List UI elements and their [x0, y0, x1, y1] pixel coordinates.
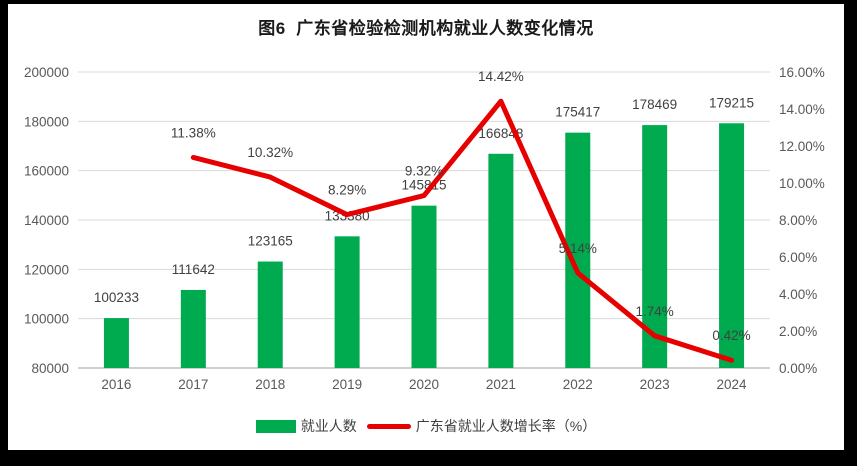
employment-bar — [488, 153, 514, 368]
right-axis-tick-label: 8.00% — [779, 213, 817, 228]
chart-panel: 80000 100000 120000 140000 160000 180000 20000… — [8, 4, 844, 450]
employment-bar — [257, 261, 283, 368]
left-axis-tick-label: 160000 — [24, 164, 69, 179]
growth-rate-point-label: 1.74% — [636, 304, 674, 319]
legend-item-employment: 就业人数 — [255, 416, 357, 436]
growth-rate-point-label: 5.14% — [559, 241, 597, 256]
growth-rate-point-label: 8.29% — [328, 183, 366, 198]
employment-bar — [334, 236, 360, 368]
bar-value-label: 123165 — [248, 234, 293, 249]
right-axis-tick-label: 2.00% — [779, 324, 817, 339]
x-axis-tick-label: 2020 — [409, 377, 439, 392]
x-axis-tick-label: 2024 — [717, 377, 748, 392]
left-axis-tick-label: 100000 — [24, 312, 69, 327]
x-axis-tick-label: 2021 — [486, 377, 516, 392]
legend-item-growth-rate: 广东省就业人数增长率（%） — [366, 416, 597, 436]
growth-rate-line — [190, 98, 735, 363]
growth-rate-point-label: 9.32% — [405, 164, 443, 179]
bar-value-label: 100233 — [94, 290, 139, 305]
right-axis-tick-label: 14.00% — [779, 102, 825, 117]
x-axis-tick-label: 2023 — [640, 377, 670, 392]
x-axis-tick-label: 2017 — [178, 377, 208, 392]
line-series-swatch-icon — [366, 423, 411, 429]
left-axis-tick-label: 120000 — [24, 262, 69, 277]
legend: 就业人数 广东省就业人数增长率（%） — [8, 416, 844, 436]
legend-label-employment: 就业人数 — [300, 418, 357, 434]
employment-bar — [103, 318, 129, 368]
left-axis-tick-label: 80000 — [31, 361, 69, 376]
employment-bar — [411, 205, 437, 368]
chart-title: 图6 广东省检验检测机构就业人数变化情况 — [258, 19, 594, 38]
right-axis-tick-label: 4.00% — [779, 287, 817, 302]
left-axis-tick-label: 200000 — [24, 65, 69, 80]
legend-label-growth-rate: 广东省就业人数增长率（%） — [415, 418, 597, 434]
growth-rate-point-label: 11.38% — [171, 125, 216, 140]
bar-value-label: 179215 — [709, 95, 754, 110]
x-axis-tick-label: 2019 — [332, 377, 362, 392]
x-axis-tick-label: 2018 — [255, 377, 285, 392]
left-axis-tick-label: 180000 — [24, 114, 69, 129]
growth-rate-point-label: 14.42% — [478, 69, 524, 84]
bar-value-label: 178469 — [632, 97, 677, 112]
right-axis-tick-label: 6.00% — [779, 250, 817, 265]
right-axis-tick-label: 10.00% — [779, 176, 825, 191]
chart-canvas: 80000 100000 120000 140000 160000 180000 20000… — [24, 65, 825, 392]
bar-value-label: 175417 — [555, 105, 600, 120]
bar-series-swatch-icon — [255, 419, 296, 433]
x-axis-tick-label: 2016 — [101, 377, 131, 392]
bar-value-label: 111642 — [172, 262, 215, 277]
right-axis-tick-label: 12.00% — [779, 139, 825, 154]
right-axis-tick-label: 16.00% — [779, 65, 825, 80]
growth-rate-point-label: 10.32% — [247, 145, 293, 160]
x-axis-tick-label: 2022 — [563, 377, 593, 392]
left-axis-tick-label: 140000 — [24, 213, 69, 228]
employment-bar — [719, 123, 745, 368]
employment-bar — [180, 289, 206, 368]
growth-rate-point-label: 0.42% — [712, 328, 750, 343]
right-axis-tick-label: 0.00% — [779, 361, 817, 376]
